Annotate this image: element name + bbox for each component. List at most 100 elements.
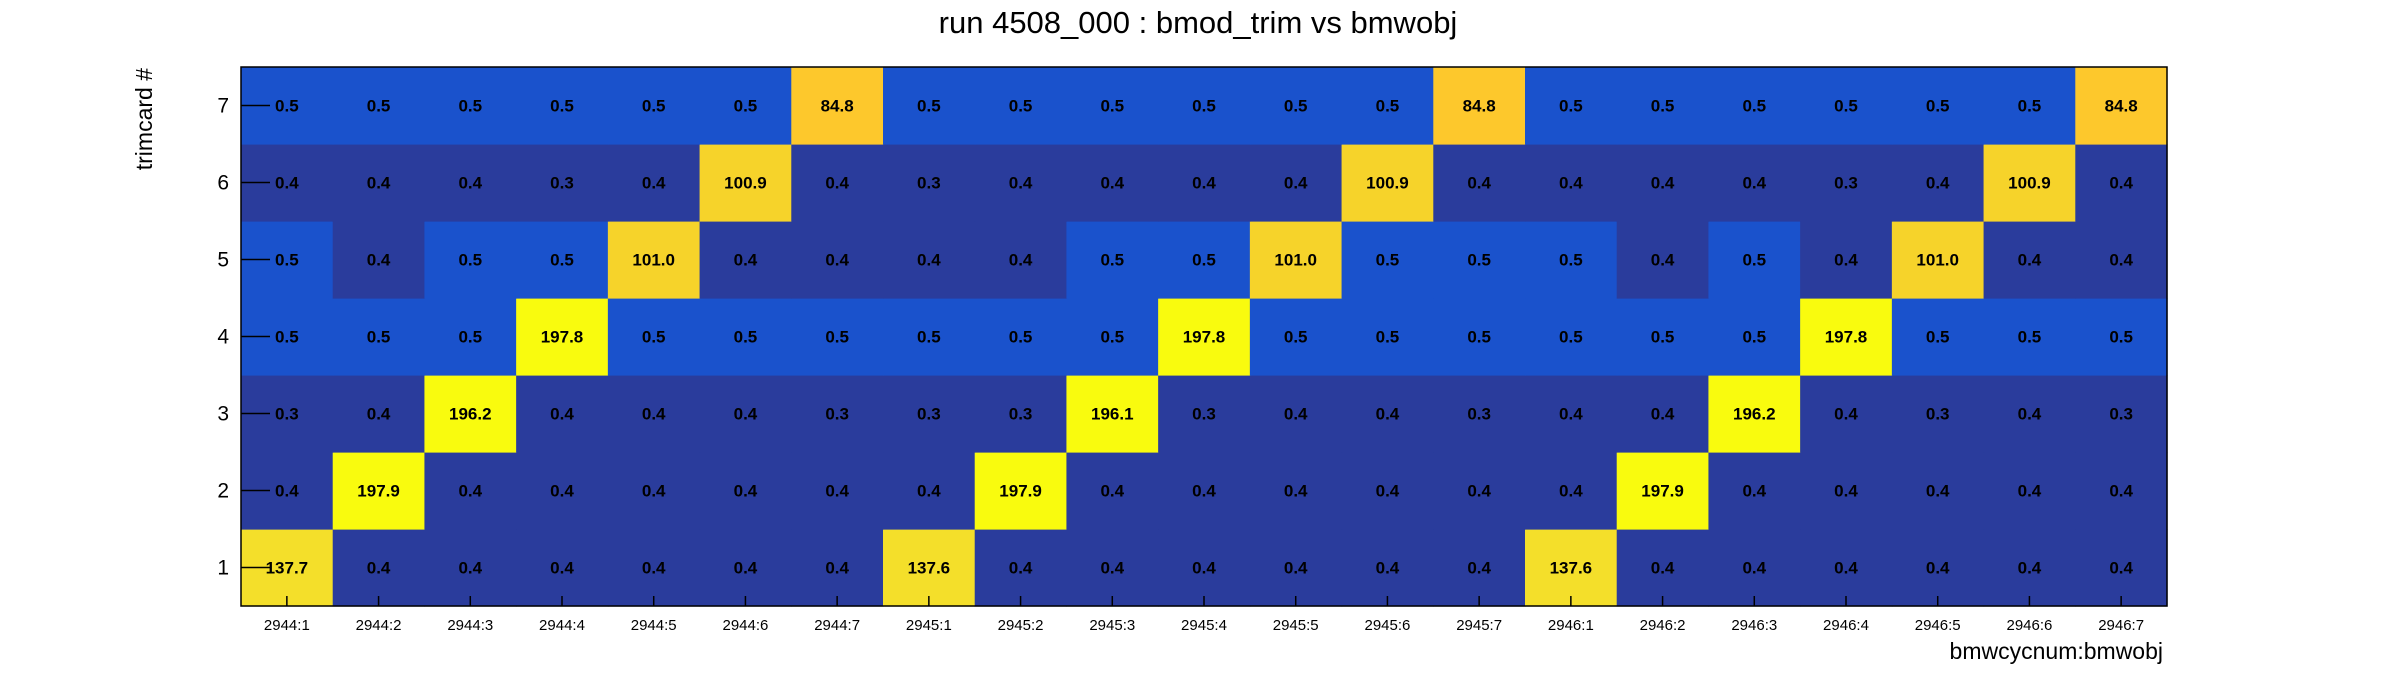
x-tick-label: 2946:1 xyxy=(1548,617,1594,634)
heatmap-cell xyxy=(1341,144,1434,222)
cell-value-label: 0.5 xyxy=(458,97,482,116)
heatmap-cell xyxy=(1708,298,1801,376)
cell-value-label: 0.4 xyxy=(734,405,758,424)
heatmap-cell xyxy=(883,452,976,530)
heatmap-cell xyxy=(2075,298,2168,376)
cell-value-label: 100.9 xyxy=(724,174,767,193)
cell-value-label: 0.4 xyxy=(1742,559,1766,578)
cell-value-label: 0.5 xyxy=(367,97,391,116)
cell-value-label: 0.4 xyxy=(1742,174,1766,193)
heatmap-cell xyxy=(516,67,609,145)
cell-value-label: 0.5 xyxy=(1284,97,1308,116)
heatmap-cell xyxy=(1433,298,1526,376)
cell-value-label: 0.4 xyxy=(825,482,849,501)
heatmap-cell xyxy=(424,144,517,222)
cell-value-label: 0.5 xyxy=(917,97,941,116)
heatmap-cell xyxy=(516,144,609,222)
cell-value-label: 0.4 xyxy=(1376,405,1400,424)
cell-value-label: 0.4 xyxy=(458,559,482,578)
cell-value-label: 0.5 xyxy=(1559,251,1583,270)
heatmap-cell xyxy=(1249,67,1343,145)
cell-value-label: 0.4 xyxy=(1651,559,1675,578)
cell-value-label: 0.4 xyxy=(1926,482,1950,501)
cell-value-label: 0.5 xyxy=(1834,97,1858,116)
cell-value-label: 0.5 xyxy=(2018,328,2042,347)
cell-value-labels: 137.7 0.4 0.4 0.4 0.4 0.4 0.4 137.6 0.4 0.4 0.4 0.4… xyxy=(266,97,2138,578)
y-axis-ticks: 1 2 3 4 5 6 7 xyxy=(217,95,270,580)
cell-value-label: 0.4 xyxy=(1376,482,1400,501)
heatmap-cell xyxy=(1525,375,1618,453)
cell-value-label: 196.1 xyxy=(1091,405,1134,424)
cell-value-label: 0.5 xyxy=(550,97,574,116)
cell-value-label: 0.5 xyxy=(1651,97,1675,116)
heatmap-cell xyxy=(1800,144,1893,222)
heatmap-cell xyxy=(791,452,884,530)
cell-value-label: 0.5 xyxy=(642,97,666,116)
x-tick-label: 2944:3 xyxy=(447,617,493,634)
heatmap-cell xyxy=(974,375,1068,453)
heatmap-cell xyxy=(1525,221,1618,299)
y-axis-title: trimcard # xyxy=(131,68,157,170)
cell-value-label: 0.5 xyxy=(1100,251,1124,270)
cell-value-label: 0.5 xyxy=(1192,251,1216,270)
cell-value-label: 84.8 xyxy=(821,97,854,116)
heatmap-cell xyxy=(1525,529,1618,607)
x-tick-label: 2944:5 xyxy=(631,617,677,634)
heatmap-cell xyxy=(1891,529,1985,607)
cell-value-label: 0.4 xyxy=(1284,482,1308,501)
x-tick-label: 2946:5 xyxy=(1915,617,1961,634)
heatmap-cell xyxy=(1983,452,2076,530)
cell-value-label: 0.4 xyxy=(917,251,941,270)
x-tick-label: 2945:6 xyxy=(1364,617,1410,634)
cell-value-label: 100.9 xyxy=(1366,174,1409,193)
cell-value-label: 0.4 xyxy=(275,174,299,193)
heatmap-cell xyxy=(791,67,884,145)
cell-value-label: 0.5 xyxy=(734,328,758,347)
x-tick-label: 2946:3 xyxy=(1731,617,1777,634)
cell-value-label: 0.5 xyxy=(1742,97,1766,116)
heatmap-cell xyxy=(424,67,517,145)
cell-value-label: 137.6 xyxy=(908,559,951,578)
cell-value-label: 197.8 xyxy=(1183,328,1226,347)
x-tick-label: 2946:2 xyxy=(1640,617,1686,634)
heatmap-cell xyxy=(883,375,976,453)
cell-value-label: 0.4 xyxy=(2109,559,2133,578)
cell-value-label: 0.4 xyxy=(1559,174,1583,193)
heatmap-cell xyxy=(1800,67,1893,145)
cell-value-label: 0.4 xyxy=(1192,559,1216,578)
heatmap-cell xyxy=(1983,221,2076,299)
cell-value-label: 0.4 xyxy=(550,559,574,578)
heatmap-cell xyxy=(2075,144,2168,222)
heatmap-cell xyxy=(883,67,976,145)
heatmap-cell xyxy=(791,375,884,453)
cell-value-label: 0.4 xyxy=(917,482,941,501)
cell-value-label: 0.4 xyxy=(367,405,391,424)
heatmap-cell xyxy=(1616,221,1710,299)
cell-value-label: 137.7 xyxy=(266,559,309,578)
heatmap-cell xyxy=(791,298,884,376)
cell-value-label: 0.5 xyxy=(275,328,299,347)
cell-value-label: 0.5 xyxy=(642,328,666,347)
heatmap-cell xyxy=(332,144,426,222)
y-tick-label: 6 xyxy=(217,172,229,195)
cell-value-label: 0.5 xyxy=(825,328,849,347)
heatmap-cell xyxy=(1800,221,1893,299)
heatmap-cell xyxy=(1341,67,1434,145)
cell-value-label: 0.5 xyxy=(1284,328,1308,347)
heatmap-cell xyxy=(332,298,426,376)
cell-value-label: 0.4 xyxy=(1834,251,1858,270)
heatmap-cell xyxy=(1708,144,1801,222)
heatmap-cell xyxy=(1616,529,1710,607)
heatmap-cell xyxy=(607,67,701,145)
heatmap-cell xyxy=(332,375,426,453)
cell-value-label: 0.5 xyxy=(458,251,482,270)
cell-value-label: 0.4 xyxy=(642,482,666,501)
x-tick-label: 2945:3 xyxy=(1089,617,1135,634)
cell-value-label: 0.4 xyxy=(1009,174,1033,193)
x-tick-label: 2946:4 xyxy=(1823,617,1869,634)
cell-value-label: 0.4 xyxy=(734,559,758,578)
cell-value-label: 0.4 xyxy=(642,405,666,424)
heatmap-cell xyxy=(1066,375,1159,453)
heatmap-cell xyxy=(1341,221,1434,299)
x-tick-label: 2944:1 xyxy=(264,617,310,634)
